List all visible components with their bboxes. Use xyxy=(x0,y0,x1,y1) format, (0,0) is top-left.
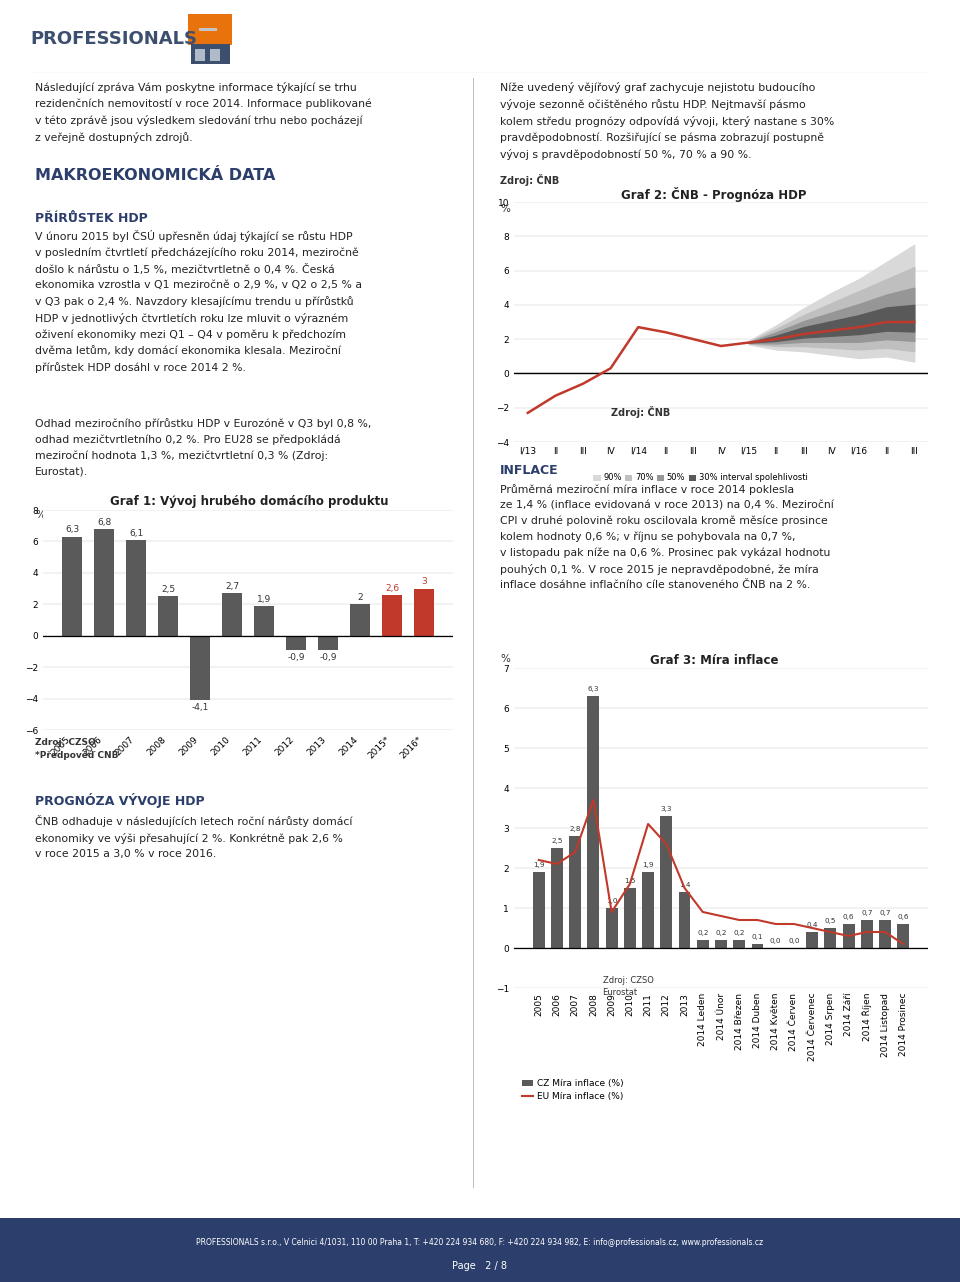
Bar xyxy=(222,594,243,636)
Text: 0,2: 0,2 xyxy=(697,929,708,936)
Bar xyxy=(843,924,854,947)
Text: 2: 2 xyxy=(357,594,363,603)
Text: 6,3: 6,3 xyxy=(588,686,599,692)
Text: 0,5: 0,5 xyxy=(825,918,836,924)
Text: 0,0: 0,0 xyxy=(788,938,800,944)
Bar xyxy=(679,892,690,947)
FancyBboxPatch shape xyxy=(188,14,232,45)
Text: 0,1: 0,1 xyxy=(752,935,763,940)
Bar xyxy=(285,636,306,650)
Text: Níže uvedený vějířový graf zachycuje nejistotu budoucího
vývoje sezonně očištěné: Níže uvedený vějířový graf zachycuje nej… xyxy=(500,82,834,159)
Text: Odhad meziročního přírůstku HDP v Eurozóně v Q3 byl 0,8 %,
odhad mezičtvrtletníh: Odhad meziročního přírůstku HDP v Eurozó… xyxy=(35,418,372,476)
Text: Graf 2: ČNB - Prognóza HDP: Graf 2: ČNB - Prognóza HDP xyxy=(621,187,806,203)
Text: PŘÍRŮSTEK HDP: PŘÍRŮSTEK HDP xyxy=(35,212,148,224)
Text: 3,3: 3,3 xyxy=(660,806,672,812)
Text: 1,9: 1,9 xyxy=(642,862,654,868)
Bar xyxy=(414,588,434,636)
Text: 0,7: 0,7 xyxy=(879,910,891,917)
Text: -4,1: -4,1 xyxy=(191,703,208,712)
Text: 2,5: 2,5 xyxy=(551,838,563,844)
Text: 0,0: 0,0 xyxy=(770,938,781,944)
Text: 0,6: 0,6 xyxy=(898,914,909,920)
Bar xyxy=(381,595,402,636)
Bar xyxy=(733,940,745,947)
Text: PROGNÓZA VÝVOJE HDP: PROGNÓZA VÝVOJE HDP xyxy=(35,794,204,809)
Bar xyxy=(879,920,891,947)
Text: %: % xyxy=(35,510,45,520)
Text: 1,5: 1,5 xyxy=(624,878,636,885)
Bar xyxy=(715,940,727,947)
Text: INFLACE: INFLACE xyxy=(500,464,559,477)
Text: 0,7: 0,7 xyxy=(861,910,873,917)
Bar xyxy=(624,888,636,947)
Bar xyxy=(752,944,763,947)
Text: 2,6: 2,6 xyxy=(385,583,399,592)
FancyBboxPatch shape xyxy=(0,1218,960,1282)
Text: 0,6: 0,6 xyxy=(843,914,854,920)
Text: Následující zpráva Vám poskytne informace týkající se trhu
rezidenčních nemovito: Následující zpráva Vám poskytne informac… xyxy=(35,82,372,142)
Bar xyxy=(253,606,275,636)
Bar xyxy=(94,529,114,636)
Text: 6,3: 6,3 xyxy=(65,526,79,535)
Bar xyxy=(606,908,617,947)
Text: 1,4: 1,4 xyxy=(679,882,690,888)
Bar xyxy=(157,596,179,636)
Text: 0,4: 0,4 xyxy=(806,922,818,928)
Text: Graf 1: Vývoj hrubého domácího produktu: Graf 1: Vývoj hrubého domácího produktu xyxy=(109,495,388,508)
Text: PROFESSIONALS: PROFESSIONALS xyxy=(30,29,197,47)
Text: 2,7: 2,7 xyxy=(225,582,239,591)
Text: Page   2 / 8: Page 2 / 8 xyxy=(452,1261,508,1270)
Text: Graf 3: Míra inflace: Graf 3: Míra inflace xyxy=(650,655,779,668)
Text: 1,9: 1,9 xyxy=(533,862,544,868)
Bar xyxy=(806,932,818,947)
Text: MAKROEKONOMICKÁ DATA: MAKROEKONOMICKÁ DATA xyxy=(35,168,276,183)
Text: -0,9: -0,9 xyxy=(320,653,337,662)
Bar xyxy=(825,928,836,947)
Bar xyxy=(318,636,338,650)
Bar xyxy=(569,836,581,947)
Text: 2,5: 2,5 xyxy=(161,585,175,594)
Text: %: % xyxy=(500,204,510,214)
Text: PROFESSIONALS s.r.o., V Celnici 4/1031, 110 00 Praha 1, T: +420 224 934 680, F: : PROFESSIONALS s.r.o., V Celnici 4/1031, … xyxy=(197,1238,763,1247)
Text: -0,9: -0,9 xyxy=(287,653,304,662)
Text: 6,8: 6,8 xyxy=(97,518,111,527)
Legend: 90%, 70%, 50%, 30% interval spolehlivosti: 90%, 70%, 50%, 30% interval spolehlivost… xyxy=(589,470,811,486)
Bar xyxy=(898,924,909,947)
Text: Zdroj: CZSO
Eurostat: Zdroj: CZSO Eurostat xyxy=(603,976,654,997)
Bar xyxy=(533,872,544,947)
Text: %: % xyxy=(500,654,510,664)
Legend: CZ Míra inflace (%), EU Míra inflace (%): CZ Míra inflace (%), EU Míra inflace (%) xyxy=(518,1076,627,1105)
Bar xyxy=(349,604,371,636)
Bar xyxy=(660,817,672,947)
Bar xyxy=(126,540,147,636)
Bar xyxy=(551,847,563,947)
FancyBboxPatch shape xyxy=(195,49,204,60)
Text: 1,9: 1,9 xyxy=(257,595,271,604)
Text: V únoru 2015 byl ČSÚ upřesněn údaj týkající se růstu HDP
v posledním čtvrtletí p: V únoru 2015 byl ČSÚ upřesněn údaj týkaj… xyxy=(35,229,362,373)
Bar xyxy=(697,940,708,947)
Text: 2,8: 2,8 xyxy=(569,826,581,832)
Bar xyxy=(190,636,210,700)
FancyBboxPatch shape xyxy=(210,49,220,60)
Bar xyxy=(642,872,654,947)
FancyBboxPatch shape xyxy=(200,28,217,31)
Bar xyxy=(61,537,83,636)
FancyBboxPatch shape xyxy=(191,44,230,64)
Text: 1,0: 1,0 xyxy=(606,897,617,904)
Bar xyxy=(588,696,599,947)
Text: Zdroj: CZSO
*Předpověď CNB: Zdroj: CZSO *Předpověď CNB xyxy=(35,738,118,760)
Text: 6,1: 6,1 xyxy=(129,528,143,537)
Bar xyxy=(861,920,873,947)
Text: Zdroj: ČNB: Zdroj: ČNB xyxy=(500,174,560,186)
Text: ČNB odhaduje v následujících letech roční nárůsty domácí
ekonomiky ve výši přesa: ČNB odhaduje v následujících letech ročn… xyxy=(35,815,352,859)
Text: 0,2: 0,2 xyxy=(733,929,745,936)
Text: 0,2: 0,2 xyxy=(715,929,727,936)
Text: 3: 3 xyxy=(421,577,427,586)
Text: Průměrná meziroční míra inflace v roce 2014 poklesla
ze 1,4 % (inflace evidovaná: Průměrná meziroční míra inflace v roce 2… xyxy=(500,485,833,590)
Text: Zdroj: ČNB: Zdroj: ČNB xyxy=(611,406,670,418)
